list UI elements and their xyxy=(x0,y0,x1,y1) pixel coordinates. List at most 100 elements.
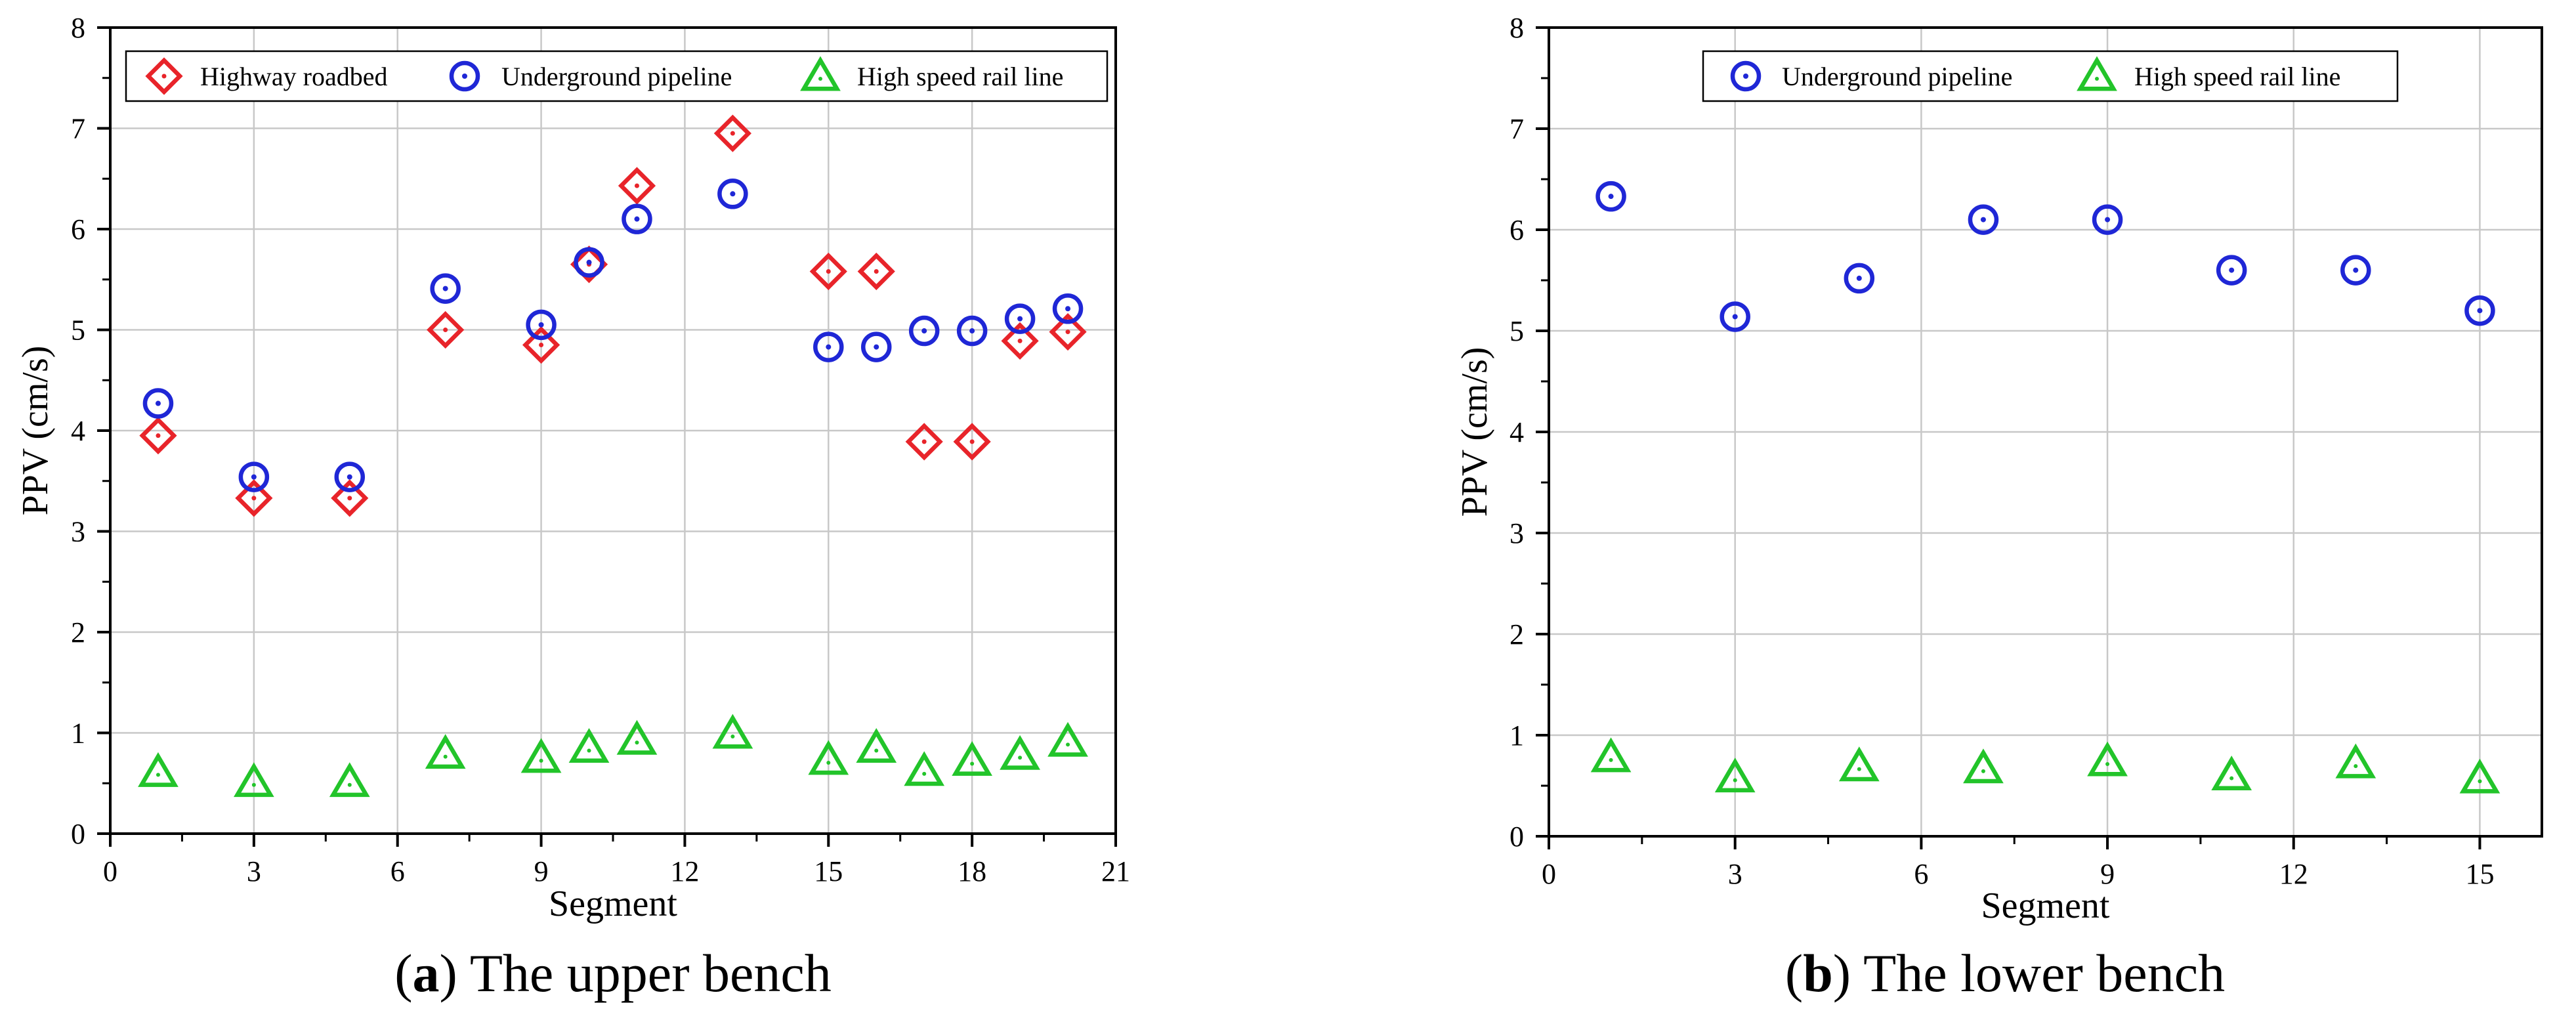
y-tick-label: 5 xyxy=(1510,315,1524,347)
series-triangle xyxy=(1590,737,2501,794)
y-axis-title: PPV (cm/s) xyxy=(15,346,56,516)
legend-label: Underground pipeline xyxy=(501,62,732,91)
y-tick-label: 8 xyxy=(71,12,85,44)
data-point-diamond xyxy=(427,310,465,349)
data-point-triangle xyxy=(1590,737,1632,773)
data-point-diamond xyxy=(905,423,943,461)
caption-text: ) The lower bench xyxy=(1833,943,2225,1003)
legend-label: Highway roadbed xyxy=(200,62,387,91)
data-point-triangle xyxy=(1838,746,1880,782)
data-point-diamond xyxy=(522,326,560,364)
x-tick-label: 0 xyxy=(1542,858,1556,890)
data-point-diamond xyxy=(857,252,895,291)
legend-box xyxy=(1702,50,2399,102)
data-point-circle xyxy=(2092,204,2123,235)
data-point-triangle xyxy=(2087,741,2128,777)
y-tick-label: 7 xyxy=(71,113,85,145)
legend-marker-circle xyxy=(449,60,480,92)
panel-caption: (a) The upper bench xyxy=(394,943,832,1003)
data-point-circle xyxy=(334,461,366,492)
x-tick-label: 6 xyxy=(1914,858,1928,890)
caption-text: ) The upper bench xyxy=(440,943,832,1003)
x-tick-label: 12 xyxy=(2279,858,2308,890)
panel-caption: (b) The lower bench xyxy=(1785,943,2225,1003)
series-diamond xyxy=(139,114,1087,517)
data-point-triangle xyxy=(1963,748,2004,784)
x-tick-label: 9 xyxy=(534,855,549,887)
data-point-diamond xyxy=(235,479,273,517)
y-tick-label: 0 xyxy=(1510,821,1524,853)
data-point-diamond xyxy=(1001,322,1039,360)
data-point-circle xyxy=(813,331,844,362)
data-point-triangle xyxy=(2459,758,2501,794)
y-tick-label: 7 xyxy=(1510,113,1524,145)
y-tick-label: 2 xyxy=(71,616,85,649)
data-point-triangle xyxy=(2211,756,2252,791)
y-tick-label: 1 xyxy=(71,717,85,750)
legend: Highway roadbed Underground pipeline High … xyxy=(125,50,1109,102)
caption-letter: a xyxy=(413,943,440,1003)
data-point-circle xyxy=(1595,181,1626,212)
legend: Underground pipeline High speed rail line xyxy=(1702,50,2399,102)
x-tick-label: 15 xyxy=(814,855,843,887)
y-tick-label: 1 xyxy=(1510,719,1524,752)
data-point-circle xyxy=(1844,263,1875,294)
data-point-triangle xyxy=(904,751,945,786)
data-point-circle xyxy=(1720,301,1750,332)
y-tick-label: 3 xyxy=(71,516,85,548)
legend-label: Underground pipeline xyxy=(1782,62,2012,91)
y-tick-label: 0 xyxy=(71,818,85,850)
data-point-circle xyxy=(1004,303,1036,334)
y-axis-title: PPV (cm/s) xyxy=(1454,347,1495,517)
data-point-triangle xyxy=(712,714,753,749)
x-tick-label: 18 xyxy=(958,855,986,887)
caption-open: ( xyxy=(1785,943,1803,1003)
data-point-triangle xyxy=(856,728,897,763)
x-axis-title: Segment xyxy=(549,884,677,924)
data-point-diamond xyxy=(139,417,177,455)
legend-marker-triangle xyxy=(800,56,841,91)
data-point-triangle xyxy=(329,762,370,798)
x-tick-label: 6 xyxy=(391,855,405,887)
data-point-circle xyxy=(2340,255,2371,286)
x-tick-label: 9 xyxy=(2100,858,2115,890)
y-tick-label: 5 xyxy=(71,314,85,347)
x-tick-label: 15 xyxy=(2465,858,2494,890)
data-point-triangle xyxy=(233,762,274,798)
series-triangle xyxy=(138,714,1088,798)
x-tick-label: 12 xyxy=(670,855,699,887)
data-point-circle xyxy=(526,309,557,341)
data-point-triangle xyxy=(1714,757,1756,793)
caption-open: ( xyxy=(394,943,412,1003)
legend-label: High speed rail line xyxy=(857,62,1063,91)
y-tick-label: 2 xyxy=(1510,618,1524,651)
data-point-circle xyxy=(430,273,461,304)
data-point-circle xyxy=(717,179,748,209)
caption-letter: b xyxy=(1803,943,1833,1003)
data-point-diamond xyxy=(953,423,991,461)
y-tick-label: 4 xyxy=(1510,416,1524,448)
series-circle xyxy=(1595,181,2495,332)
data-point-diamond xyxy=(713,114,751,152)
data-point-triangle xyxy=(2335,743,2376,779)
data-point-circle xyxy=(860,331,892,362)
legend-marker-triangle xyxy=(2077,56,2117,91)
y-tick-label: 3 xyxy=(1510,517,1524,549)
data-point-circle xyxy=(238,461,270,492)
y-tick-label: 4 xyxy=(71,415,85,447)
data-point-circle xyxy=(622,203,652,234)
data-point-triangle xyxy=(808,740,849,775)
data-point-triangle xyxy=(616,719,658,755)
data-point-circle xyxy=(908,315,940,347)
data-point-circle xyxy=(2216,255,2247,286)
legend-marker-diamond xyxy=(145,57,183,95)
data-point-circle xyxy=(1052,293,1084,324)
legend-marker-circle xyxy=(1730,60,1762,92)
legend-box xyxy=(125,50,1109,102)
data-point-triangle xyxy=(952,741,993,776)
data-point-diamond xyxy=(1049,312,1087,351)
x-axis-title: Segment xyxy=(1981,885,2110,926)
